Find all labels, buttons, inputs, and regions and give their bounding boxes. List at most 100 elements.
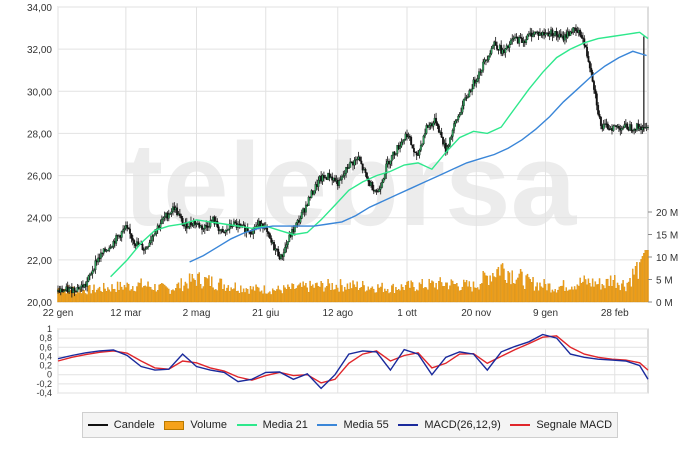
- candle-body: [108, 247, 111, 251]
- volume-bar: [325, 286, 328, 303]
- candle-body: [291, 229, 294, 237]
- volume-bar: [532, 277, 534, 303]
- volume-bar: [248, 293, 250, 303]
- candle-body: [450, 136, 453, 139]
- date-tick-label: 28 feb: [601, 308, 629, 319]
- candle-body: [86, 281, 89, 287]
- volume-bar: [492, 273, 494, 303]
- volume-bar: [231, 289, 234, 303]
- volume-bar: [320, 281, 322, 303]
- volume-bar: [274, 290, 277, 303]
- volume-bar: [82, 289, 84, 303]
- legend-item-macd[interactable]: MACD(26,12,9): [398, 419, 501, 431]
- volume-bar: [247, 289, 249, 303]
- candle-body: [364, 169, 367, 173]
- volume-bar: [115, 292, 117, 303]
- volume-bar: [109, 291, 112, 303]
- candle-body: [360, 160, 363, 165]
- candle-body: [447, 145, 450, 147]
- volume-bar: [467, 286, 469, 303]
- volume-bar: [643, 253, 645, 303]
- volume-bar: [496, 269, 498, 303]
- candle-body: [381, 182, 384, 188]
- volume-bar: [364, 291, 367, 303]
- legend-swatch-macd: [398, 424, 419, 426]
- legend-swatch-candles: [87, 424, 108, 426]
- volume-bar: [474, 287, 476, 303]
- volume-bar: [413, 287, 415, 303]
- volume-bar: [114, 288, 116, 303]
- candle-body: [133, 240, 136, 245]
- volume-bar: [396, 290, 399, 303]
- volume-bar: [384, 288, 386, 303]
- candle-body: [410, 137, 413, 145]
- volume-bar: [181, 291, 184, 303]
- volume-bar: [398, 289, 400, 303]
- volume-bar: [173, 290, 176, 303]
- legend-item-ma21[interactable]: Media 21: [236, 419, 308, 431]
- legend-item-volume[interactable]: Volume: [164, 419, 227, 431]
- legend-item-ma55[interactable]: Media 55: [317, 419, 389, 431]
- volume-bar: [151, 289, 153, 303]
- volume-bar: [252, 286, 254, 303]
- volume-bar: [172, 289, 174, 303]
- volume-bar: [618, 285, 620, 303]
- volume-bar: [424, 287, 426, 303]
- volume-bar: [622, 280, 624, 303]
- volume-bar: [155, 291, 158, 303]
- candle-body: [285, 244, 288, 248]
- volume-bar: [83, 290, 86, 303]
- volume-bar: [580, 283, 583, 303]
- volume-bar: [402, 287, 404, 303]
- volume-bar: [475, 288, 477, 303]
- volume-bar: [381, 282, 383, 303]
- volume-bar: [623, 286, 626, 303]
- date-tick-label: 1 ott: [397, 308, 417, 319]
- grid-lines: [57, 6, 649, 394]
- volume-bar: [111, 284, 113, 303]
- candle-body: [421, 143, 424, 146]
- candle-body: [61, 288, 64, 293]
- volume-bar: [589, 283, 591, 303]
- candle-body: [569, 31, 572, 36]
- volume-bar: [69, 290, 72, 303]
- volume-bar: [267, 292, 270, 303]
- candle-body: [382, 178, 385, 183]
- volume-bar: [314, 283, 317, 303]
- candle-body: [390, 155, 393, 162]
- volume-bar: [157, 290, 159, 303]
- candle-body: [425, 125, 428, 134]
- volume-bar: [561, 285, 563, 303]
- price-tick-label: 32,00: [27, 45, 52, 56]
- candle-body: [300, 212, 303, 219]
- candle-body: [586, 47, 589, 57]
- legend-item-candles[interactable]: Candele: [87, 419, 155, 431]
- candle-body: [213, 216, 216, 225]
- volume-bar: [377, 284, 379, 303]
- volume-bar: [393, 293, 396, 303]
- macd-tick-label: -0,4: [36, 388, 52, 398]
- volume-bar: [242, 288, 245, 303]
- volume-bar: [568, 289, 570, 303]
- volume-bar: [170, 290, 173, 303]
- candle-body: [587, 56, 590, 62]
- volume-bar: [288, 286, 290, 303]
- candle-body: [73, 287, 76, 292]
- candle-body: [227, 228, 230, 231]
- candle-body: [145, 247, 148, 250]
- candle-body: [178, 213, 181, 217]
- candle-body: [414, 151, 417, 153]
- volume-bar: [91, 290, 94, 303]
- volume-bar: [515, 279, 518, 303]
- candle-body: [123, 228, 126, 230]
- volume-bar: [594, 281, 597, 303]
- volume-bar: [360, 287, 363, 303]
- legend-item-signal[interactable]: Segnale MACD: [510, 419, 612, 431]
- macd-tick-label: 0,2: [39, 361, 52, 371]
- volume-bar: [470, 286, 472, 303]
- candle-body: [548, 33, 551, 37]
- volume-bar: [121, 286, 123, 303]
- date-tick-label: 12 ago: [322, 308, 353, 319]
- candle-body: [152, 235, 155, 237]
- volume-bar: [547, 283, 549, 303]
